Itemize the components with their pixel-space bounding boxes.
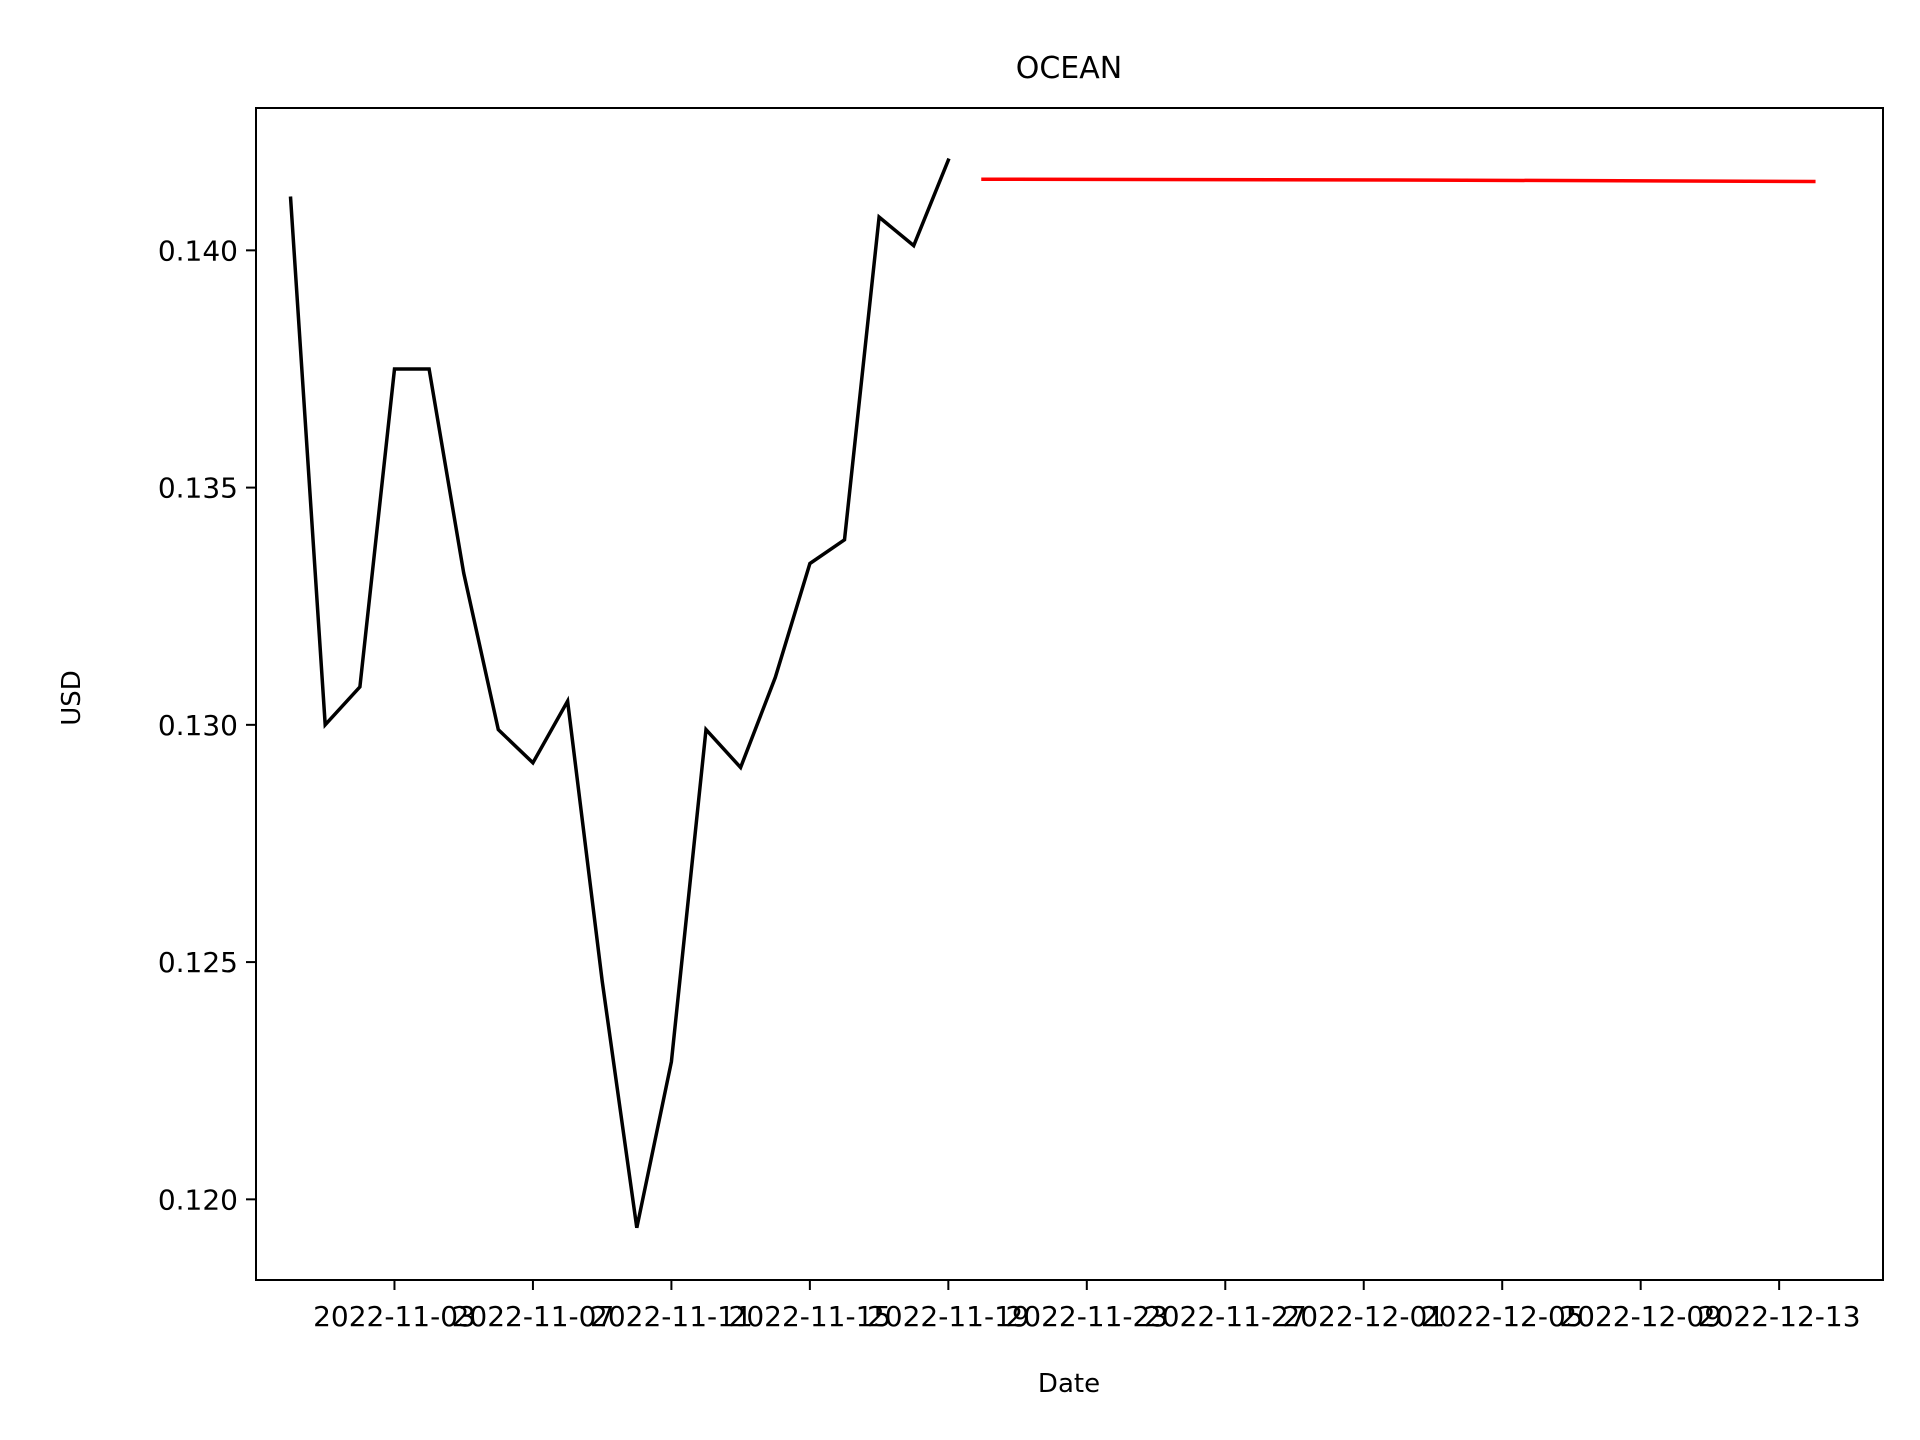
plot-area: 0.1200.1250.1300.1350.1402022-11-032022-…	[158, 107, 1884, 1333]
price-line	[288, 157, 951, 1229]
forecast-line	[981, 177, 1816, 184]
x-tick-label: 2022-11-07	[452, 1300, 615, 1333]
y-tick-label: 0.125	[158, 946, 238, 979]
x-tick-label: 2022-11-11	[590, 1300, 753, 1333]
y-tick-label: 0.120	[158, 1183, 238, 1216]
x-tick-label: 2022-12-05	[1421, 1300, 1584, 1333]
x-axis-label: Date	[1038, 1369, 1100, 1399]
y-tick-label: 0.130	[158, 709, 238, 742]
axes-frame	[255, 107, 1884, 1281]
x-tick-label: 2022-12-09	[1559, 1300, 1722, 1333]
chart-title: OCEAN	[1016, 51, 1122, 86]
y-tick-label: 0.135	[158, 472, 238, 505]
x-tick-label: 2022-12-01	[1282, 1300, 1445, 1333]
x-tick-label: 2022-12-13	[1698, 1300, 1861, 1333]
y-tick-label: 0.140	[158, 234, 238, 267]
x-tick-label: 2022-11-03	[313, 1300, 476, 1333]
y-axis-label: USD	[57, 670, 87, 726]
x-tick-label: 2022-11-15	[729, 1300, 892, 1333]
x-tick-label: 2022-11-19	[867, 1300, 1030, 1333]
x-tick-label: 2022-11-23	[1005, 1300, 1168, 1333]
x-tick-label: 2022-11-27	[1144, 1300, 1307, 1333]
